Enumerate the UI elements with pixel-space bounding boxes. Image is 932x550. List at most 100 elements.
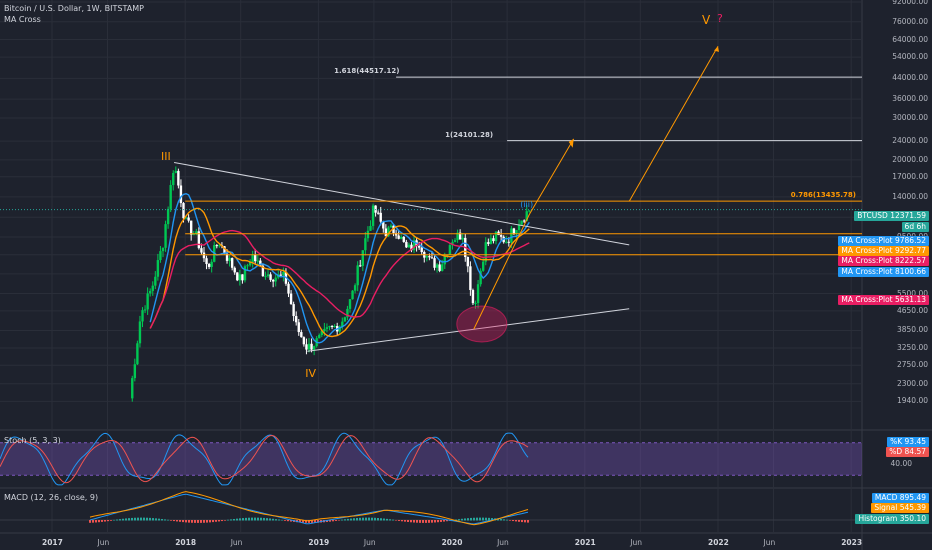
time-tick-label: Jun <box>630 538 643 547</box>
candle-body <box>271 279 275 282</box>
fib-level-label[interactable]: 1.618(44517.12) <box>334 67 400 76</box>
symbol-title[interactable]: Bitcoin / U.S. Dollar, 1W, BITSTAMP <box>4 4 144 13</box>
macd-histogram-bar <box>272 518 274 521</box>
macd-histogram-bar <box>92 520 94 523</box>
candle-body <box>236 272 239 281</box>
time-tick-label: 2020 <box>441 538 463 547</box>
candle-body <box>520 220 523 225</box>
macd-title[interactable]: MACD (12, 26, close, 9) <box>4 493 99 502</box>
macd-histogram-bar <box>260 517 262 521</box>
macd-histogram-bar <box>152 518 154 521</box>
macd-histogram-bar <box>257 517 259 521</box>
price-tick-label: 36000.00 <box>892 94 928 104</box>
candle-body <box>435 264 439 268</box>
macd-histogram-bar <box>497 518 499 521</box>
macd-histogram-bar <box>515 520 517 522</box>
macd-histogram-bar <box>314 520 316 523</box>
macd-histogram-bar <box>101 520 103 522</box>
time-tick-label: 2019 <box>308 538 330 547</box>
macd-histogram-bar <box>161 519 163 521</box>
candle-body <box>282 271 285 276</box>
macd-histogram-bar <box>290 520 292 522</box>
candle-body <box>228 258 231 261</box>
moving-average-line <box>149 192 530 344</box>
macd-histogram-bar <box>482 517 484 521</box>
candle-body <box>479 270 482 285</box>
macd-histogram-bar <box>527 520 529 523</box>
macd-histogram-bar <box>278 519 280 521</box>
wave-label-question[interactable]: ? <box>717 12 723 25</box>
macd-histogram-bar <box>239 518 241 521</box>
candle-body <box>179 185 183 204</box>
macd-histogram-bar <box>245 517 247 521</box>
macd-histogram-bar <box>176 520 178 522</box>
candle-body <box>246 265 249 267</box>
macd-histogram-bar <box>251 517 253 521</box>
wave-label-iv[interactable]: IV <box>305 367 317 380</box>
price-tick-label: 20000.00 <box>892 154 928 164</box>
indicator-label[interactable]: MA Cross <box>4 15 41 24</box>
macd-histogram-bar <box>164 519 166 521</box>
macd-histogram-bar <box>206 520 208 523</box>
candle-body <box>200 248 203 253</box>
fib-level-label[interactable]: 0.786(13435.78) <box>790 191 856 200</box>
wave-label-iii[interactable]: III <box>161 150 171 163</box>
macd-histogram-bar <box>401 520 403 522</box>
candle-body <box>379 212 382 222</box>
wave-label-v[interactable]: V <box>702 13 711 27</box>
candle-body <box>289 293 293 305</box>
candle-body <box>374 205 377 213</box>
macd-histogram-bar <box>395 520 397 521</box>
candle-body <box>428 256 431 258</box>
macd-histogram-bar <box>428 520 430 523</box>
macd-histogram-bar <box>413 520 415 523</box>
stoch-title[interactable]: Stoch (5, 3, 3) <box>4 436 61 445</box>
candle-body <box>138 321 142 344</box>
candle-body <box>484 242 487 262</box>
macd-histogram-bar <box>194 520 196 523</box>
highlight-ellipse <box>456 305 508 343</box>
price-tick-label: 92000.00 <box>892 0 928 6</box>
candle-body <box>202 252 206 259</box>
candle-body <box>310 343 313 350</box>
price-tick-label: 5500.00 <box>896 288 928 298</box>
macd-histogram-bar <box>425 520 427 523</box>
macd-tag: MACD 895.49 <box>871 493 929 503</box>
candle-body <box>522 220 526 222</box>
macd-tag: Signal 545.39 <box>871 503 929 513</box>
candle-body <box>184 217 188 219</box>
stoch-band <box>0 442 862 476</box>
macd-histogram-bar <box>506 519 508 521</box>
candle-body <box>254 254 257 262</box>
candle-body <box>453 240 457 243</box>
macd-histogram-bar <box>461 518 463 521</box>
candle-body <box>146 293 149 310</box>
price-tick-label: 30000.00 <box>892 112 928 122</box>
candle-body <box>261 265 265 277</box>
macd-histogram-bar <box>302 520 304 523</box>
candle-body <box>305 344 308 350</box>
macd-histogram-bar <box>200 520 202 523</box>
macd-histogram-bar <box>263 517 265 521</box>
candle-body <box>174 170 178 173</box>
candle-body <box>361 250 364 266</box>
wave-projection-line <box>628 45 719 202</box>
candle-body <box>148 290 152 294</box>
price-tag: MA Cross:Plot 5631.13 <box>838 295 929 305</box>
candle-body <box>451 242 454 246</box>
macd-histogram-bar <box>365 517 367 521</box>
price-tick-label: 1940.00 <box>896 396 928 406</box>
macd-tag: Histogram 350.10 <box>855 514 929 524</box>
time-tick-label: 2023 <box>841 538 863 547</box>
candle-body <box>338 326 341 332</box>
macd-histogram-bar <box>308 520 310 523</box>
macd-histogram-bar <box>122 518 124 521</box>
macd-histogram-bar <box>332 520 334 522</box>
fib-level-label[interactable]: 1(24101.28) <box>445 130 494 139</box>
price-tag: 6d 6h <box>901 222 929 232</box>
macd-histogram-bar <box>170 520 172 521</box>
wave-label-small[interactable]: (iii) <box>520 200 534 209</box>
price-tag: MA Cross:Plot 9786.52 <box>838 236 929 246</box>
macd-histogram-bar <box>383 518 385 521</box>
